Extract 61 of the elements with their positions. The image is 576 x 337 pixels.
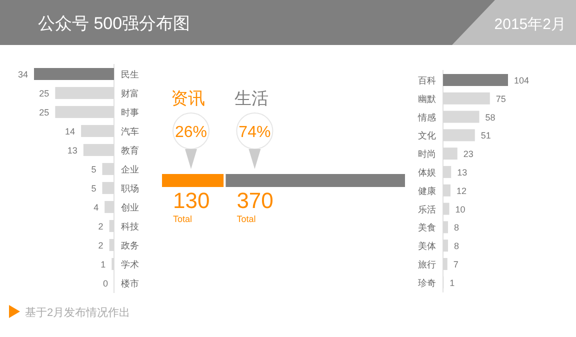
y-tick-label: 民生 bbox=[121, 70, 139, 80]
chart-title: 公众号 500强分布图 bbox=[38, 14, 190, 33]
y-tick-label: 时尚 bbox=[418, 149, 436, 160]
bar bbox=[34, 68, 114, 80]
y-tick-label: 政务 bbox=[121, 240, 139, 250]
data-label: 7 bbox=[453, 260, 458, 270]
y-tick-label: 幽默 bbox=[418, 94, 436, 104]
data-label: 5 bbox=[91, 184, 96, 194]
text: 资讯 bbox=[171, 89, 205, 108]
data-label: 370 bbox=[236, 188, 274, 213]
chart-subtitle: 2015年2月 bbox=[494, 16, 566, 33]
data-label: 2 bbox=[98, 222, 104, 232]
data-label: 8 bbox=[454, 241, 460, 252]
data-label: 13 bbox=[457, 168, 468, 178]
data-label: 75 bbox=[496, 94, 506, 104]
data-label: 4 bbox=[94, 202, 99, 212]
data-label: 51 bbox=[480, 130, 491, 141]
data-label: 10 bbox=[455, 204, 466, 214]
y-tick-label: 珍奇 bbox=[418, 278, 436, 288]
text: 生活 bbox=[234, 89, 269, 108]
data-label: 25 bbox=[39, 108, 50, 118]
data-label: 130 bbox=[173, 188, 210, 213]
text: Total bbox=[173, 214, 192, 224]
y-tick-label: 楼市 bbox=[121, 278, 139, 288]
data-label: 1 bbox=[100, 260, 106, 270]
bar bbox=[443, 74, 508, 86]
data-label: 104 bbox=[514, 76, 530, 86]
data-label: 12 bbox=[456, 186, 467, 196]
y-tick-label: 企业 bbox=[121, 164, 139, 174]
y-tick-label: 科技 bbox=[121, 222, 139, 232]
text: Total bbox=[236, 214, 256, 224]
y-tick-label: 时事 bbox=[121, 108, 139, 118]
data-label: 2 bbox=[98, 240, 104, 250]
y-tick-label: 乐活 bbox=[418, 204, 436, 214]
text: 26% bbox=[174, 124, 208, 141]
y-tick-label: 汽车 bbox=[121, 126, 139, 136]
data-label: 13 bbox=[67, 146, 78, 156]
y-tick-label: 教育 bbox=[121, 146, 139, 156]
y-tick-label: 健康 bbox=[418, 186, 436, 196]
text: 基于2月发布情况作出 bbox=[25, 306, 130, 319]
y-tick-label: 情感 bbox=[417, 112, 436, 122]
data-label: 1 bbox=[450, 278, 455, 288]
data-label: 5 bbox=[91, 164, 96, 174]
y-tick-label: 美体 bbox=[418, 241, 436, 252]
y-tick-label: 百科 bbox=[418, 76, 436, 86]
data-label: 23 bbox=[463, 149, 474, 160]
y-tick-label: 旅行 bbox=[418, 260, 436, 270]
y-tick-label: 学术 bbox=[121, 260, 139, 270]
text: 74% bbox=[238, 124, 271, 141]
y-tick-label: 创业 bbox=[121, 202, 139, 212]
y-tick-label: 文化 bbox=[418, 130, 436, 141]
y-tick-label: 财富 bbox=[121, 88, 139, 98]
data-label: 25 bbox=[39, 88, 50, 98]
data-label: 34 bbox=[18, 70, 28, 80]
data-label: 8 bbox=[454, 222, 460, 233]
data-label: 14 bbox=[65, 126, 76, 136]
data-label: 58 bbox=[485, 112, 496, 122]
data-label: 0 bbox=[102, 278, 108, 288]
y-tick-label: 美食 bbox=[418, 222, 436, 233]
y-tick-label: 职场 bbox=[121, 184, 139, 194]
y-tick-label: 体娱 bbox=[418, 168, 436, 178]
